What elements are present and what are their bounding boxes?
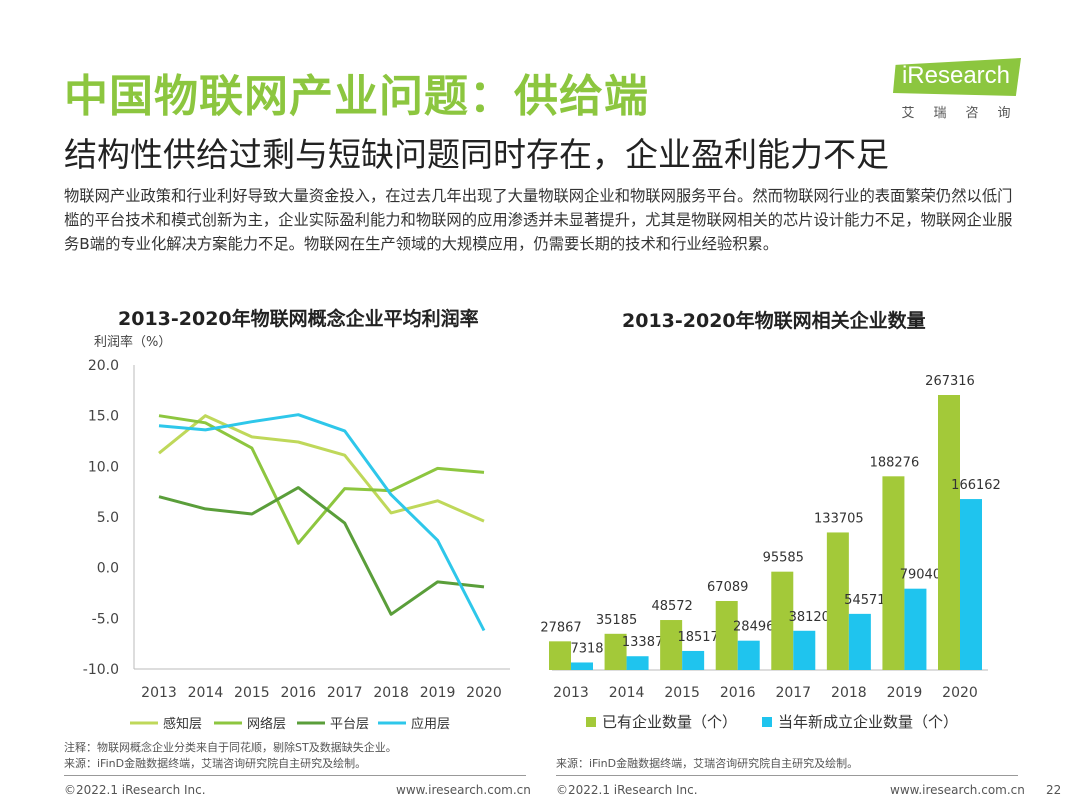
y-tick-label: 10.0 [88, 459, 119, 475]
logo-char: 瑞 [933, 106, 949, 121]
footer-copyright-left: ©2022.1 iResearch Inc. [64, 783, 206, 797]
legend-label: 已有企业数量（个） [602, 713, 737, 731]
y-tick-label: 15.0 [88, 409, 119, 425]
x-tick-label: 2018 [831, 685, 867, 701]
footer-url-left[interactable]: www.iresearch.com.cn [396, 783, 531, 797]
series-line-感知层 [158, 414, 485, 523]
page-title: 中国物联网产业问题：供给端 [64, 71, 649, 122]
bar-existing [660, 620, 683, 670]
x-tick-label: 2013 [553, 685, 589, 701]
logo-badge [893, 58, 1021, 96]
footer-copyright-right: ©2022.1 iResearch Inc. [556, 783, 698, 797]
data-label-existing: 133705 [814, 511, 864, 526]
legend-label: 平台层 [330, 717, 369, 732]
x-tick-label: 2019 [420, 685, 456, 701]
right-chart-source: 来源：iFinD金融数据终端，艾瑞咨询研究院自主研究及绘制。 [556, 757, 859, 770]
legend-swatch [762, 717, 772, 727]
series-line-平台层 [158, 486, 485, 616]
left-source-line: 来源：iFinD金融数据终端，艾瑞咨询研究院自主研究及绘制。 [64, 757, 367, 770]
bar-new [904, 588, 927, 670]
bar-existing [938, 395, 960, 670]
x-tick-label: 2017 [327, 685, 363, 701]
bar-chart-title: 2013-2020年物联网相关企业数量 [622, 310, 926, 332]
logo-subtitle: 艾 瑞 咨 询 [893, 102, 1021, 121]
data-label-existing: 35185 [596, 613, 637, 628]
bar-new [682, 650, 705, 670]
x-tick-label: 2015 [234, 685, 270, 701]
logo-text: iResearch [901, 62, 1011, 89]
page-subtitle: 结构性供给过剩与短缺问题同时存在，企业盈利能力不足 [64, 135, 889, 174]
intro-paragraph: 物联网产业政策和行业利好导致大量资金投入，在过去几年出现了大量物联网企业和物联网… [64, 187, 1013, 253]
data-label-existing: 267316 [925, 374, 975, 389]
line-chart-title: 2013-2020年物联网概念企业平均利润率 [118, 308, 479, 330]
bar-new [793, 630, 816, 670]
y-axis-label: 利润率（%） [94, 334, 171, 350]
legend-label: 当年新成立企业数量（个） [778, 713, 958, 731]
bar-new [960, 499, 982, 670]
footer-url-right[interactable]: www.iresearch.com.cn [890, 783, 1025, 797]
enterprise-count-bar-chart: 27867 7318 2013 35185 13387 2014 48572 18517 201… [540, 374, 1001, 731]
data-label-new: 166162 [951, 478, 1001, 493]
x-tick-label: 2019 [887, 685, 923, 701]
bar-existing [771, 571, 794, 670]
series-line-网络层 [158, 414, 485, 545]
data-label-new: 18517 [677, 630, 718, 645]
left-chart-notes: 注释：物联网概念企业分类来自于同花顺，剔除ST及数据缺失企业。 来源：iFinD… [64, 740, 397, 772]
y-tick-label: 5.0 [97, 510, 119, 526]
bar-existing [826, 532, 849, 670]
bar-new [626, 656, 649, 670]
y-tick-label: 0.0 [97, 561, 119, 577]
bar-existing [882, 476, 905, 670]
x-tick-label: 2016 [280, 685, 316, 701]
y-tick-label: -10.0 [83, 662, 119, 678]
bar-existing [715, 600, 738, 670]
x-tick-label: 2014 [609, 685, 645, 701]
footer-divider-right [556, 775, 1018, 776]
x-tick-label: 2020 [942, 685, 978, 701]
series-line-应用层 [158, 413, 486, 632]
iresearch-logo: iResearch 艾 瑞 咨 询 [893, 58, 1023, 124]
data-label-new: 28496 [733, 620, 774, 635]
y-tick-label: 20.0 [88, 358, 119, 374]
data-label-existing: 27867 [540, 620, 581, 635]
bar-new [571, 662, 593, 670]
data-label-existing: 48572 [651, 599, 692, 614]
data-label-existing: 188276 [870, 455, 920, 470]
legend-label: 感知层 [163, 716, 202, 732]
x-tick-label: 2015 [664, 685, 700, 701]
footer-divider-left [64, 775, 526, 776]
x-tick-label: 2014 [188, 685, 224, 701]
page-number: 22 [1046, 783, 1062, 797]
data-label-new: 7318 [570, 641, 603, 656]
data-label-existing: 95585 [763, 551, 804, 566]
left-note-line: 注释：物联网概念企业分类来自于同花顺，剔除ST及数据缺失企业。 [64, 741, 397, 754]
logo-char: 咨 [965, 106, 981, 121]
y-tick-label: -5.0 [92, 611, 119, 627]
x-tick-label: 2013 [141, 685, 177, 701]
logo-char: 询 [997, 106, 1013, 121]
x-tick-label: 2020 [466, 685, 502, 701]
legend-swatch [586, 717, 596, 727]
bar-existing [549, 641, 571, 670]
x-tick-label: 2016 [720, 685, 756, 701]
bar-new [737, 640, 760, 670]
data-label-new: 13387 [622, 635, 663, 650]
data-label-existing: 67089 [707, 580, 748, 595]
data-label-new: 54571 [844, 593, 885, 608]
data-label-new: 38120 [789, 610, 830, 625]
logo-char: 艾 [901, 106, 917, 121]
legend-label: 网络层 [247, 716, 286, 732]
legend-label: 应用层 [411, 716, 450, 732]
profit-margin-line-chart: 利润率（%） 20.0 15.0 10.0 5.0 0.0 -5.0 -10.0 2013 201… [83, 334, 510, 732]
data-label-new: 79040 [900, 568, 941, 583]
x-tick-label: 2017 [775, 685, 811, 701]
bar-new [848, 613, 871, 670]
bar-existing [604, 633, 627, 670]
x-tick-label: 2018 [373, 685, 409, 701]
